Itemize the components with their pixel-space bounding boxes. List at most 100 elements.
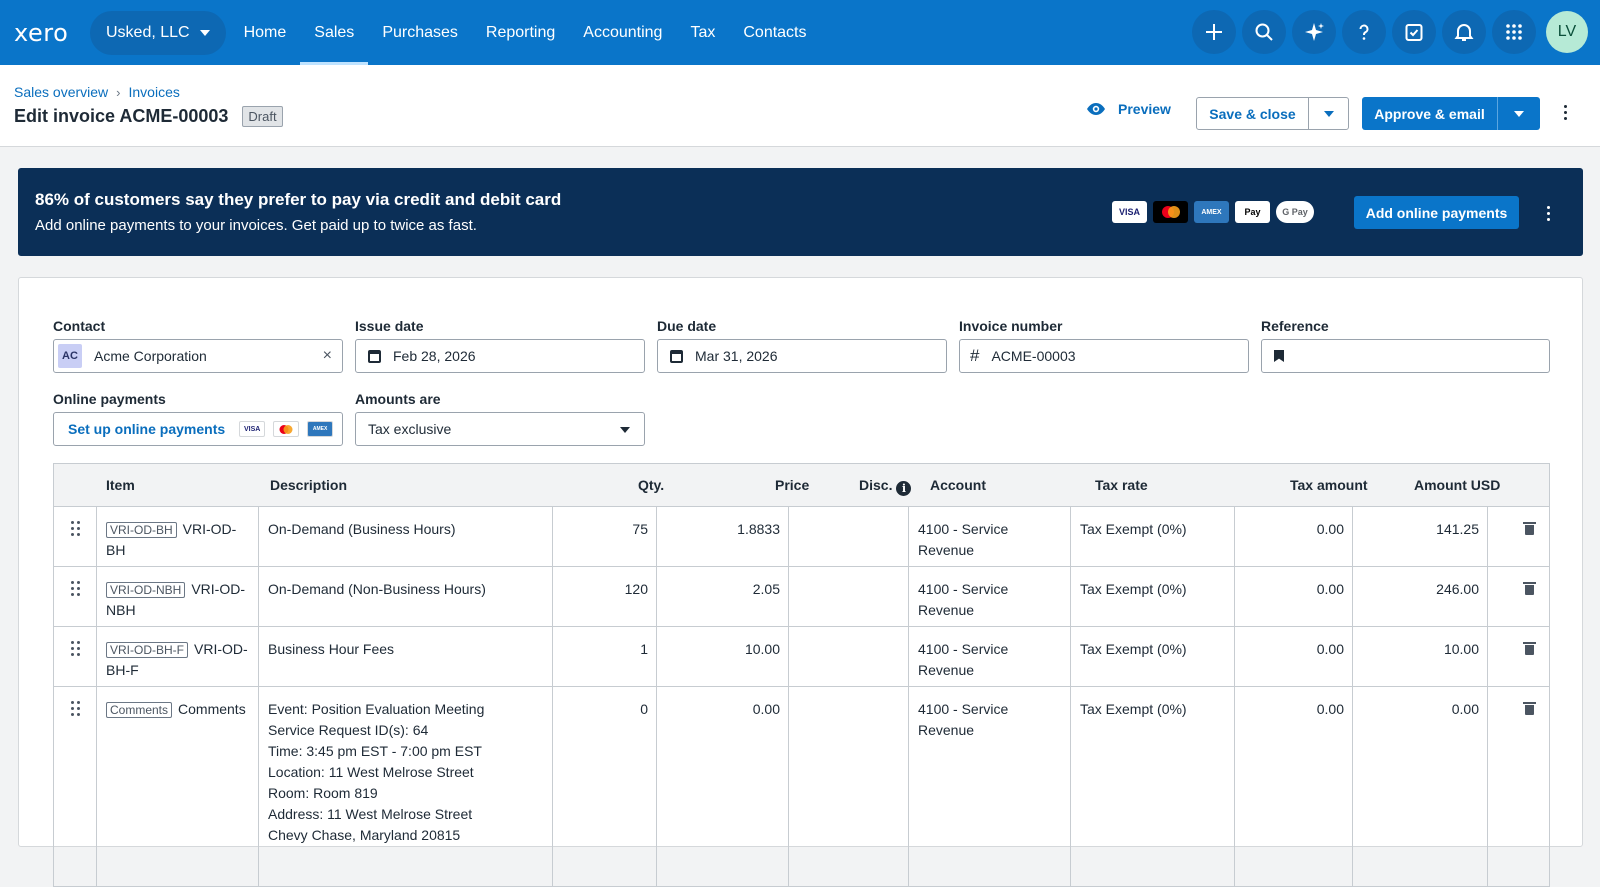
nav-sales[interactable]: Sales [300,0,369,65]
preview-button[interactable]: Preview [1086,101,1171,117]
price-cell[interactable]: 2.05 [656,567,788,626]
description-cell[interactable]: Event: Position Evaluation Meeting Servi… [258,687,552,886]
nav-contacts[interactable]: Contacts [743,23,807,41]
avatar[interactable]: LV [1546,11,1588,53]
trash-icon[interactable] [1523,522,1536,535]
account-cell[interactable]: 4100 - Service Revenue [908,507,1070,566]
search-icon[interactable] [1242,10,1286,54]
amount-value: 0.00 [1451,701,1479,717]
nav-accounting[interactable]: Accounting [583,23,663,41]
chevron-down-icon [199,29,210,36]
disc-cell[interactable] [788,567,908,626]
tax-amount-cell[interactable]: 0.00 [1234,507,1352,566]
save-options-dropdown[interactable] [1309,98,1348,129]
account-line2: Revenue [918,722,975,738]
drag-handle-icon[interactable] [71,581,80,596]
approve-email-label[interactable]: Approve & email [1362,97,1498,130]
table-row[interactable]: VRI-OD-NBH VRI-OD- NBH On-Demand (Non-Busi… [54,567,1549,627]
amounts-are-select[interactable]: Tax exclusive [355,412,645,446]
amount-value: 141.25 [1436,521,1479,537]
item-cell[interactable]: VRI-OD-BH VRI-OD- BH [96,507,258,566]
account-cell[interactable]: 4100 - Service Revenue [908,687,1070,886]
nav-reporting[interactable]: Reporting [485,23,556,41]
nav-tax[interactable]: Tax [690,23,716,41]
price-cell[interactable]: 1.8833 [656,507,788,566]
org-switcher[interactable]: Usked, LLC [90,10,226,55]
banner-headline: 86% of customers say they prefer to pay … [35,190,562,209]
qty-cell[interactable]: 0 [552,687,656,886]
approve-options-dropdown[interactable] [1498,97,1540,130]
more-options-icon[interactable] [1564,105,1567,120]
plus-icon[interactable] [1192,10,1236,54]
bell-icon[interactable] [1442,10,1486,54]
amount-cell[interactable]: 10.00 [1352,627,1487,686]
tax-rate-cell[interactable]: Tax Exempt (0%) [1070,507,1234,566]
save-close-label[interactable]: Save & close [1197,98,1309,129]
save-close-button[interactable]: Save & close [1196,97,1349,130]
breadcrumb-invoices[interactable]: Invoices [128,84,180,100]
breadcrumb-sales-overview[interactable]: Sales overview [14,84,109,100]
price-cell[interactable]: 0.00 [656,687,788,886]
disc-cell[interactable] [788,627,908,686]
tax-amount-cell[interactable]: 0.00 [1234,627,1352,686]
description-line: Chevy Chase, Maryland 20815 [268,827,461,843]
account-cell[interactable]: 4100 - Service Revenue [908,567,1070,626]
setup-online-payments-link[interactable]: Set up online payments [68,421,226,437]
drag-handle-icon[interactable] [71,641,80,656]
clear-icon[interactable]: × [322,347,332,364]
drag-handle-icon[interactable] [71,701,80,716]
sparkle-icon[interactable] [1292,10,1336,54]
nav-home[interactable]: Home [243,23,287,41]
tax-rate-cell[interactable]: Tax Exempt (0%) [1070,687,1234,886]
disc-cell[interactable] [788,687,908,886]
description-cell[interactable]: On-Demand (Non-Business Hours) [258,567,552,626]
trash-icon[interactable] [1523,582,1536,595]
setup-online-payments-button[interactable]: Set up online payments VISA AMEX [53,412,343,446]
info-icon[interactable]: i [896,481,912,496]
eye-icon [1087,103,1105,115]
table-row[interactable]: VRI-OD-BH VRI-OD- BH On-Demand (Business H… [54,507,1549,567]
table-row[interactable]: Comments Comments Event: Position Evaluat… [54,687,1549,887]
description-cell[interactable]: Business Hour Fees [258,627,552,686]
item-cell[interactable]: VRI-OD-BH-F VRI-OD- BH-F [96,627,258,686]
tax-rate-cell[interactable]: Tax Exempt (0%) [1070,567,1234,626]
invoice-number-value: ACME-00003 [991,348,1076,364]
item-code-badge: VRI-OD-BH [106,522,177,538]
banner-more-icon[interactable] [1547,206,1550,221]
apps-grid-icon[interactable] [1492,10,1536,54]
xero-logo[interactable]: xero [14,18,69,47]
tasks-icon[interactable] [1392,10,1436,54]
qty-cell[interactable]: 1 [552,627,656,686]
amount-cell[interactable]: 141.25 [1352,507,1487,566]
amount-cell[interactable]: 0.00 [1352,687,1487,886]
account-cell[interactable]: 4100 - Service Revenue [908,627,1070,686]
add-online-payments-button[interactable]: Add online payments [1354,196,1519,229]
item-cell[interactable]: VRI-OD-NBH VRI-OD- NBH [96,567,258,626]
trash-icon[interactable] [1523,702,1536,715]
disc-cell[interactable] [788,507,908,566]
trash-icon[interactable] [1523,642,1536,655]
item-cell[interactable]: Comments Comments [96,687,258,886]
qty-cell[interactable]: 120 [552,567,656,626]
issue-date-field[interactable]: Feb 28, 2026 [355,339,645,373]
price-cell[interactable]: 10.00 [656,627,788,686]
tax-amount-cell[interactable]: 0.00 [1234,687,1352,886]
approve-email-button[interactable]: Approve & email [1362,97,1540,130]
contact-field[interactable]: AC Acme Corporation × [53,339,343,373]
qty-cell[interactable]: 75 [552,507,656,566]
description-cell[interactable]: On-Demand (Business Hours) [258,507,552,566]
due-date-field[interactable]: Mar 31, 2026 [657,339,947,373]
table-row[interactable]: VRI-OD-BH-F VRI-OD- BH-F Business Hour Fee… [54,627,1549,687]
invoice-number-field[interactable]: # ACME-00003 [959,339,1249,373]
tax-amount-cell[interactable]: 0.00 [1234,567,1352,626]
nav-purchases[interactable]: Purchases [382,23,458,41]
breadcrumb: Sales overview › Invoices [14,84,180,100]
amount-cell[interactable]: 246.00 [1352,567,1487,626]
online-payments-label: Online payments [53,391,166,407]
tax-rate-cell[interactable]: Tax Exempt (0%) [1070,627,1234,686]
apple-pay-icon: Pay [1235,201,1270,223]
reference-field[interactable] [1261,339,1550,373]
tax-amount-value: 0.00 [1316,581,1344,597]
help-icon[interactable] [1342,10,1386,54]
drag-handle-icon[interactable] [71,521,80,536]
